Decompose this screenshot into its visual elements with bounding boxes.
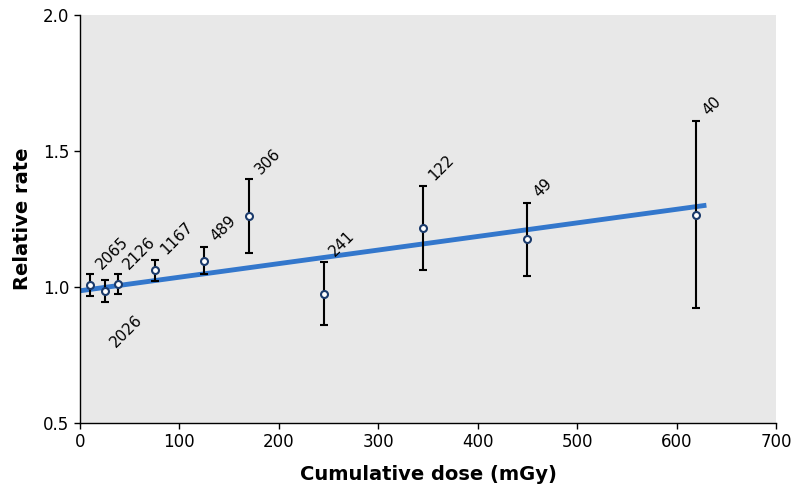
Text: 2126: 2126 — [121, 234, 158, 272]
Text: 1167: 1167 — [158, 219, 195, 257]
Text: 2026: 2026 — [108, 312, 146, 351]
Text: 40: 40 — [699, 94, 724, 118]
X-axis label: Cumulative dose (mGy): Cumulative dose (mGy) — [299, 465, 557, 484]
Y-axis label: Relative rate: Relative rate — [13, 147, 32, 290]
Text: 241: 241 — [326, 228, 358, 260]
Text: 2065: 2065 — [93, 234, 131, 272]
Text: 489: 489 — [207, 213, 238, 244]
Text: 122: 122 — [426, 152, 457, 184]
Text: 49: 49 — [530, 176, 554, 200]
Text: 306: 306 — [252, 145, 283, 177]
